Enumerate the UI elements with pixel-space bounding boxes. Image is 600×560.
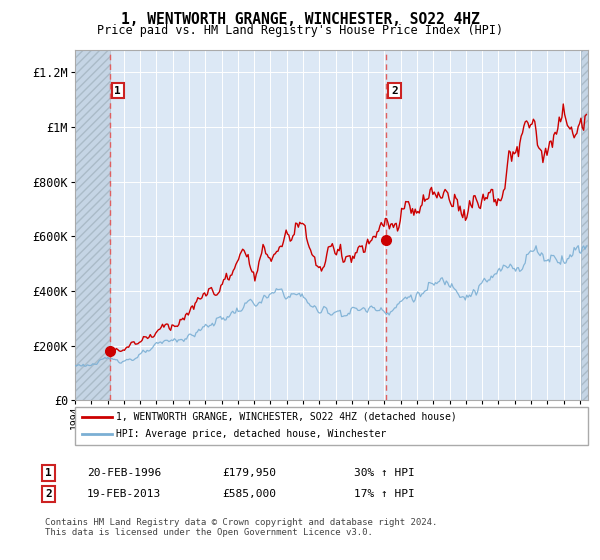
Bar — [581, 50, 588, 400]
Text: Price paid vs. HM Land Registry's House Price Index (HPI): Price paid vs. HM Land Registry's House … — [97, 24, 503, 37]
Text: HPI: Average price, detached house, Winchester: HPI: Average price, detached house, Winc… — [116, 429, 386, 439]
Text: 1: 1 — [45, 468, 52, 478]
Text: 20-FEB-1996: 20-FEB-1996 — [87, 468, 161, 478]
Text: 1: 1 — [115, 86, 121, 96]
Text: 1, WENTWORTH GRANGE, WINCHESTER, SO22 4HZ: 1, WENTWORTH GRANGE, WINCHESTER, SO22 4H… — [121, 12, 479, 27]
Bar — [75, 50, 110, 400]
Text: 1, WENTWORTH GRANGE, WINCHESTER, SO22 4HZ (detached house): 1, WENTWORTH GRANGE, WINCHESTER, SO22 4H… — [116, 412, 457, 422]
Text: 17% ↑ HPI: 17% ↑ HPI — [354, 489, 415, 499]
Text: Contains HM Land Registry data © Crown copyright and database right 2024.
This d: Contains HM Land Registry data © Crown c… — [45, 518, 437, 538]
Text: 2: 2 — [391, 86, 398, 96]
Text: 2: 2 — [45, 489, 52, 499]
Bar — [581, 50, 588, 400]
Text: £585,000: £585,000 — [222, 489, 276, 499]
Text: £179,950: £179,950 — [222, 468, 276, 478]
Text: 19-FEB-2013: 19-FEB-2013 — [87, 489, 161, 499]
Text: 30% ↑ HPI: 30% ↑ HPI — [354, 468, 415, 478]
Bar — [75, 50, 110, 400]
